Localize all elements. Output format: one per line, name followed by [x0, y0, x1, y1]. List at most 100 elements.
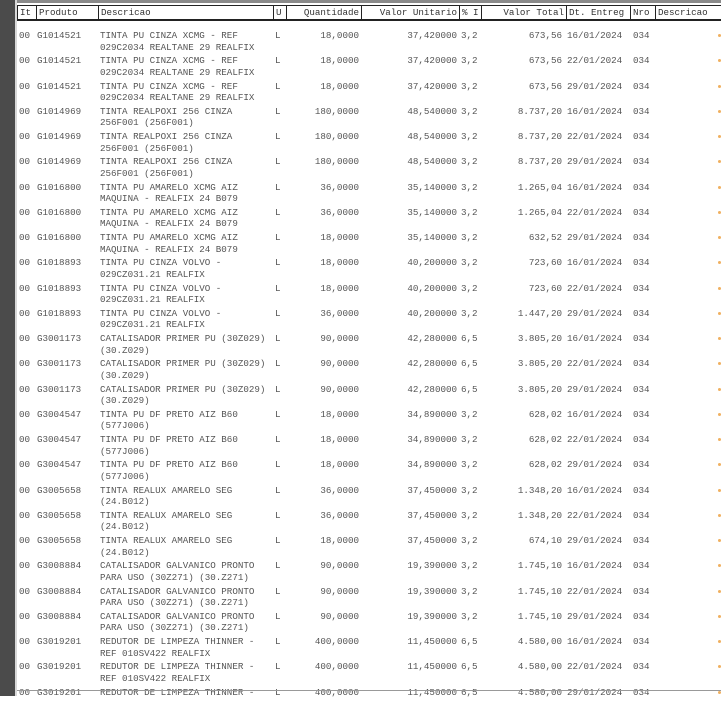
cell-quantidade: 36,0000 — [320, 509, 359, 521]
cell-produto: G3001173 — [37, 358, 82, 370]
header-descricao-2[interactable]: Descricao — [655, 5, 721, 21]
cell-quantidade: 18,0000 — [320, 459, 359, 471]
cell-percent-i: 3,2 — [461, 105, 478, 117]
cell-quantidade: 90,0000 — [320, 585, 359, 597]
cell-descricao-line2: 029C2034 REALTANE 29 REALFIX — [100, 66, 255, 78]
cell-descricao-line2: REF 010SV422 REALFIX — [100, 672, 211, 684]
cell-u: L — [275, 509, 281, 521]
cell-valor-total: 723,60 — [528, 257, 562, 269]
cell-valor-total: 1.745,10 — [517, 560, 562, 572]
cell-percent-i: 6,5 — [461, 383, 478, 395]
cell-valor-total: 1.447,20 — [517, 307, 562, 319]
table-row[interactable]: 00 G3019201 REDUTOR DE LIMPEZA THINNER - L 4… — [17, 636, 721, 661]
cell-it: 00 — [19, 282, 31, 294]
table-row[interactable]: 00 G1014969 TINTA REALPOXI 256 CINZA L 180,0… — [17, 156, 721, 181]
cell-percent-i: 3,2 — [461, 80, 478, 92]
cell-u: L — [275, 459, 281, 471]
status-marker-icon — [718, 34, 721, 37]
header-descricao[interactable]: Descricao — [98, 5, 274, 21]
cell-valor-total: 628,02 — [528, 459, 562, 471]
header-percent-i[interactable]: % I — [459, 5, 482, 21]
cell-it: 00 — [19, 560, 31, 572]
cell-descricao: REDUTOR DE LIMPEZA THINNER - — [100, 636, 255, 647]
status-marker-icon — [718, 690, 721, 694]
cell-valor-total: 1.745,10 — [517, 610, 562, 622]
table-row[interactable]: 00 G3005658 TINTA REALUX AMARELO SEG L 36,00… — [17, 485, 721, 510]
cell-percent-i: 3,2 — [461, 232, 478, 243]
cell-valor-unitario: 34,890000 — [407, 408, 457, 420]
cell-descricao-line2: 029CZ031.21 REALFIX — [100, 268, 205, 280]
cell-produto: G3004547 — [37, 459, 82, 471]
cell-nro: 034 — [633, 484, 650, 496]
table-row[interactable]: 00 G3008884 CATALISADOR GALVANICO PRONTO L 9… — [17, 611, 721, 636]
table-row[interactable]: 00 G1018893 TINTA PU CINZA VOLVO - L 36,0000… — [17, 308, 721, 333]
table-row[interactable]: 00 G3004547 TINTA PU DF PRETO AIZ B60 L 18,0… — [17, 459, 721, 484]
cell-it: 00 — [19, 610, 31, 622]
cell-u: L — [275, 80, 281, 92]
cell-percent-i: 3,2 — [461, 434, 478, 445]
table-row[interactable]: 00 G1014969 TINTA REALPOXI 256 CINZA L 180,0… — [17, 106, 721, 131]
cell-quantidade: 18,0000 — [320, 232, 359, 243]
table-row[interactable]: 00 G3001173 CATALISADOR PRIMER PU (30Z029)… — [17, 384, 721, 409]
cell-produto: G3008884 — [37, 585, 82, 597]
cell-percent-i: 3,2 — [461, 307, 478, 319]
cell-valor-unitario: 11,450000 — [407, 686, 457, 698]
status-marker-icon — [718, 614, 721, 618]
cell-percent-i: 3,2 — [461, 535, 478, 546]
cell-valor-total: 632,52 — [528, 232, 562, 243]
table-row[interactable]: 00 G1016800 TINTA PU AMARELO XCMG AIZ L 18,0… — [17, 232, 721, 257]
header-valor-unitario[interactable]: Valor Unitario — [361, 5, 460, 21]
cell-produto: G3001173 — [37, 383, 82, 395]
header-it[interactable]: It — [17, 5, 37, 21]
header-nro[interactable]: Nro — [630, 5, 656, 21]
table-row[interactable]: 00 G3019201 REDUTOR DE LIMPEZA THINNER - L 4… — [17, 687, 721, 712]
cell-produto: G3019201 — [37, 686, 82, 698]
table-row[interactable]: 00 G3005658 TINTA REALUX AMARELO SEG L 18,00… — [17, 535, 721, 560]
cell-descricao-line2: 029C2034 REALTANE 29 REALFIX — [100, 92, 255, 103]
cell-valor-total: 4.580,00 — [517, 661, 562, 673]
cell-percent-i: 3,2 — [461, 282, 478, 294]
cell-valor-unitario: 35,140000 — [407, 206, 457, 218]
cell-it: 00 — [19, 30, 31, 41]
table-row[interactable]: 00 G3004547 TINTA PU DF PRETO AIZ B60 L 18,0… — [17, 409, 721, 434]
status-marker-icon — [718, 412, 721, 416]
cell-descricao: TINTA PU CINZA VOLVO - — [100, 257, 222, 269]
cell-produto: G1014969 — [37, 156, 82, 168]
header-u[interactable]: U — [273, 5, 287, 21]
status-marker-icon — [718, 236, 721, 239]
table-row[interactable]: 00 G3001173 CATALISADOR PRIMER PU (30Z029)… — [17, 333, 721, 358]
cell-nro: 034 — [633, 459, 650, 471]
table-row[interactable]: 00 G1018893 TINTA PU CINZA VOLVO - L 18,0000… — [17, 283, 721, 308]
table-row[interactable]: 00 G1018893 TINTA PU CINZA VOLVO - L 18,0000… — [17, 257, 721, 282]
cell-percent-i: 6,5 — [461, 358, 478, 370]
cell-nro: 034 — [633, 661, 650, 673]
header-valor-total[interactable]: Valor Total — [481, 5, 567, 21]
table-row[interactable]: 00 G3005658 TINTA REALUX AMARELO SEG L 36,00… — [17, 510, 721, 535]
table-row[interactable]: 00 G1016800 TINTA PU AMARELO XCMG AIZ L 36,0… — [17, 182, 721, 207]
cell-valor-unitario: 48,540000 — [407, 156, 457, 168]
cell-descricao: CATALISADOR PRIMER PU (30Z029) — [100, 358, 266, 370]
table-row[interactable]: 00 G3008884 CATALISADOR GALVANICO PRONTO L 9… — [17, 560, 721, 585]
cell-nro: 034 — [633, 408, 650, 420]
header-dt-entreg[interactable]: Dt. Entreg — [566, 5, 631, 21]
cell-descricao-line2: 256F001 (256F001) — [100, 117, 194, 129]
header-produto[interactable]: Produto — [36, 5, 99, 21]
header-quantidade[interactable]: Quantidade — [286, 5, 362, 21]
cell-quantidade: 180,0000 — [314, 131, 359, 142]
table-row[interactable]: 00 G3008884 CATALISADOR GALVANICO PRONTO L 9… — [17, 586, 721, 611]
cell-quantidade: 36,0000 — [320, 206, 359, 218]
table-row[interactable]: 00 G1014521 TINTA PU CINZA XCMG - REF L 18,0… — [17, 81, 721, 106]
cell-valor-unitario: 34,890000 — [407, 434, 457, 445]
table-row[interactable]: 00 G1014521 TINTA PU CINZA XCMG - REF L 18,0… — [17, 30, 721, 55]
table-row[interactable]: 00 G3001173 CATALISADOR PRIMER PU (30Z029)… — [17, 358, 721, 383]
cell-descricao-line2: (577J006) — [100, 445, 150, 457]
table-row[interactable]: 00 G1014969 TINTA REALPOXI 256 CINZA L 180,0… — [17, 131, 721, 156]
table-row[interactable]: 00 G1016800 TINTA PU AMARELO XCMG AIZ L 36,0… — [17, 207, 721, 232]
cell-descricao: TINTA REALPOXI 256 CINZA — [100, 131, 233, 142]
table-row[interactable]: 00 G1014521 TINTA PU CINZA XCMG - REF L 18,0… — [17, 55, 721, 80]
table-row[interactable]: 00 G3019201 REDUTOR DE LIMPEZA THINNER - L 4… — [17, 661, 721, 686]
table-row[interactable]: 00 G3004547 TINTA PU DF PRETO AIZ B60 L 18,0… — [17, 434, 721, 459]
cell-dt-entreg: 29/01/2024 — [567, 686, 623, 698]
cell-u: L — [275, 307, 281, 319]
cell-quantidade: 180,0000 — [314, 156, 359, 168]
